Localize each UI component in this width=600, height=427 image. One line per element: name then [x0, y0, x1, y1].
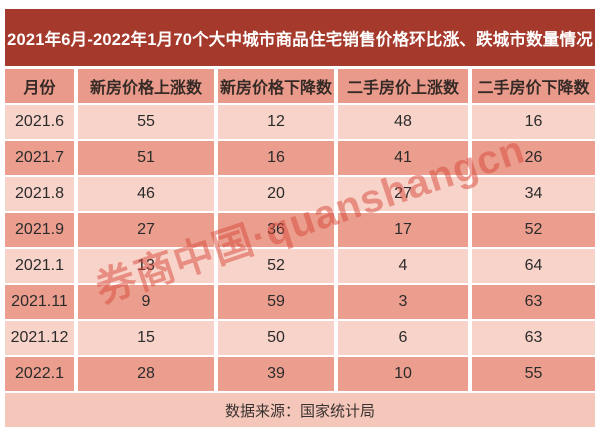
value-cell: 6 [338, 321, 468, 355]
month-cell: 2021.12 [5, 321, 74, 355]
value-cell: 63 [472, 321, 595, 355]
price-table: 月份 新房价格上涨数 新房价格下降数 二手房价上涨数 二手房价下降数 2021.6 55 12… [5, 69, 595, 391]
month-cell: 2021.8 [5, 177, 74, 211]
value-cell: 34 [472, 177, 595, 211]
value-cell: 50 [218, 321, 334, 355]
value-cell: 17 [338, 213, 468, 247]
value-cell: 16 [218, 141, 334, 175]
header-cell-3: 二手房价上涨数 [338, 69, 468, 103]
value-cell: 15 [78, 321, 214, 355]
value-cell: 63 [472, 285, 595, 319]
page-title: 2021年6月-2022年1月70个大中城市商品住宅销售价格环比涨、跌城市数量情… [5, 9, 595, 66]
month-cell: 2021.9 [5, 213, 74, 247]
header-cell-0: 月份 [5, 69, 74, 103]
value-cell: 12 [218, 105, 334, 139]
value-cell: 46 [78, 177, 214, 211]
value-cell: 28 [78, 357, 214, 391]
month-cell: 2021.7 [5, 141, 74, 175]
value-cell: 55 [78, 105, 214, 139]
header-cell-2: 新房价格下降数 [218, 69, 334, 103]
value-cell: 52 [218, 249, 334, 283]
value-cell: 59 [218, 285, 334, 319]
value-cell: 27 [338, 177, 468, 211]
value-cell: 20 [218, 177, 334, 211]
value-cell: 52 [472, 213, 595, 247]
data-source: 数据来源：国家统计局 [5, 393, 595, 427]
value-cell: 13 [78, 249, 214, 283]
value-cell: 36 [218, 213, 334, 247]
value-cell: 9 [78, 285, 214, 319]
value-cell: 10 [338, 357, 468, 391]
header-cell-1: 新房价格上涨数 [78, 69, 214, 103]
value-cell: 16 [472, 105, 595, 139]
value-cell: 48 [338, 105, 468, 139]
month-cell: 2021.1 [5, 249, 74, 283]
header-cell-4: 二手房价下降数 [472, 69, 595, 103]
value-cell: 41 [338, 141, 468, 175]
month-cell: 2021.11 [5, 285, 74, 319]
value-cell: 26 [472, 141, 595, 175]
value-cell: 4 [338, 249, 468, 283]
month-cell: 2022.1 [5, 357, 74, 391]
value-cell: 27 [78, 213, 214, 247]
value-cell: 55 [472, 357, 595, 391]
value-cell: 64 [472, 249, 595, 283]
value-cell: 3 [338, 285, 468, 319]
value-cell: 39 [218, 357, 334, 391]
month-cell: 2021.6 [5, 105, 74, 139]
value-cell: 51 [78, 141, 214, 175]
